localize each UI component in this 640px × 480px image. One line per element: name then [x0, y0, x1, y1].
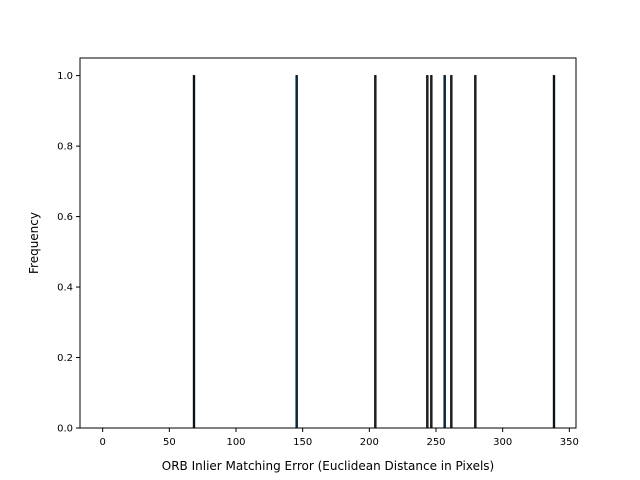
histogram-bar-8 — [474, 75, 477, 429]
histogram-bar-4 — [426, 75, 429, 429]
y-tick-label: 0.2 — [57, 353, 73, 364]
histogram-bar-3 — [374, 75, 377, 429]
histogram-bar-9 — [552, 75, 556, 429]
x-tick-label: 100 — [226, 437, 245, 448]
x-tick-label: 50 — [163, 437, 176, 448]
plot-frame — [79, 57, 577, 429]
x-tick-label: 350 — [560, 437, 579, 448]
y-tick-label: 1.0 — [57, 71, 73, 82]
x-tick-label: 200 — [360, 437, 379, 448]
histogram-bar-2 — [295, 75, 298, 429]
histogram-bar-5 — [430, 75, 433, 429]
x-tick-label: 300 — [493, 437, 512, 448]
x-axis: 0 50 100 150 200 250 300 350 — [99, 428, 579, 448]
histogram-bar-7 — [450, 75, 453, 429]
y-tick-label: 0.6 — [57, 212, 73, 223]
y-axis-title: Frequency — [27, 212, 41, 274]
y-axis: 0.0 0.2 0.4 0.6 0.8 1.0 — [57, 71, 80, 435]
y-tick-label: 0.8 — [57, 142, 73, 153]
y-tick-label: 0.0 — [57, 424, 73, 435]
bars-layer — [192, 75, 556, 429]
histogram-bar-6 — [443, 75, 446, 429]
x-axis-title: ORB Inlier Matching Error (Euclidean Dis… — [162, 459, 494, 473]
histogram-bar-1 — [192, 75, 196, 429]
x-tick-label: 250 — [426, 437, 445, 448]
y-tick-label: 0.4 — [57, 283, 73, 294]
x-tick-label: 0 — [99, 437, 105, 448]
x-tick-label: 150 — [293, 437, 312, 448]
